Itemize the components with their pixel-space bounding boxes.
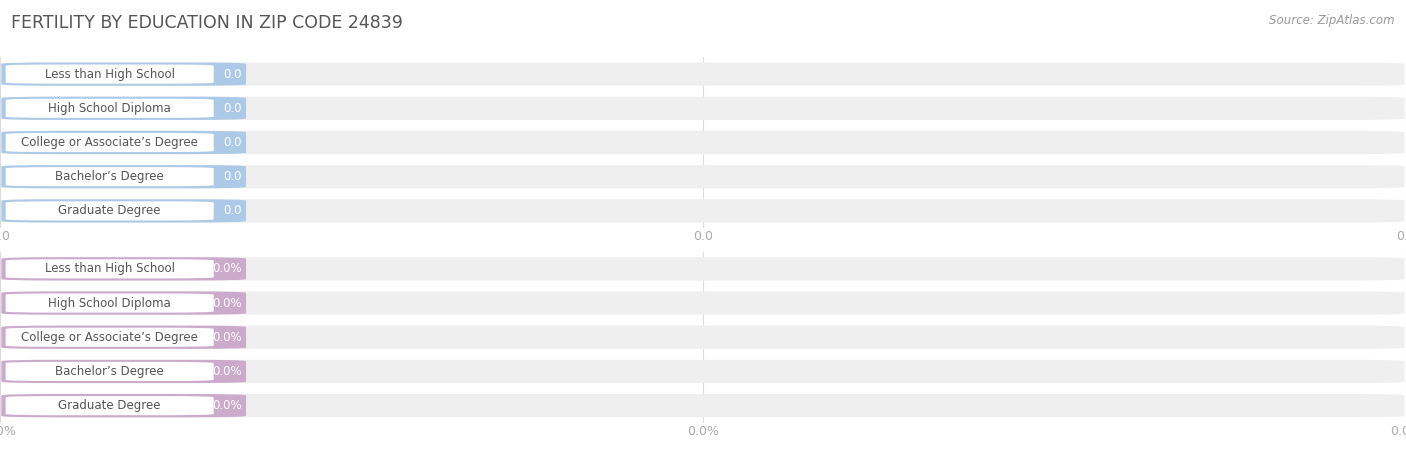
FancyBboxPatch shape [1, 326, 1405, 349]
FancyBboxPatch shape [6, 167, 214, 186]
FancyBboxPatch shape [1, 360, 1405, 383]
Text: Graduate Degree: Graduate Degree [59, 204, 160, 218]
Text: Graduate Degree: Graduate Degree [59, 399, 160, 412]
Text: 0.0: 0.0 [224, 170, 242, 183]
FancyBboxPatch shape [1, 326, 246, 349]
FancyBboxPatch shape [1, 165, 246, 188]
FancyBboxPatch shape [1, 292, 246, 314]
Text: Less than High School: Less than High School [45, 262, 174, 276]
FancyBboxPatch shape [6, 294, 214, 313]
Text: 0.0%: 0.0% [688, 425, 718, 438]
FancyBboxPatch shape [1, 394, 246, 417]
Text: Less than High School: Less than High School [45, 67, 174, 81]
FancyBboxPatch shape [1, 360, 246, 383]
Text: 0.0%: 0.0% [0, 425, 15, 438]
FancyBboxPatch shape [1, 63, 246, 86]
Text: 0.0: 0.0 [224, 67, 242, 81]
Text: 0.0%: 0.0% [1391, 425, 1406, 438]
FancyBboxPatch shape [1, 257, 246, 280]
Text: 0.0: 0.0 [1396, 230, 1406, 243]
Text: 0.0: 0.0 [224, 136, 242, 149]
FancyBboxPatch shape [6, 99, 214, 118]
FancyBboxPatch shape [6, 65, 214, 84]
FancyBboxPatch shape [6, 201, 214, 220]
FancyBboxPatch shape [1, 97, 1405, 120]
FancyBboxPatch shape [6, 328, 214, 347]
Text: High School Diploma: High School Diploma [48, 102, 172, 115]
Text: 0.0: 0.0 [693, 230, 713, 243]
Text: 0.0%: 0.0% [212, 365, 242, 378]
Text: 0.0%: 0.0% [212, 331, 242, 344]
FancyBboxPatch shape [1, 292, 1405, 314]
FancyBboxPatch shape [6, 133, 214, 152]
Text: 0.0: 0.0 [224, 102, 242, 115]
FancyBboxPatch shape [6, 259, 214, 278]
FancyBboxPatch shape [1, 200, 1405, 222]
FancyBboxPatch shape [1, 131, 246, 154]
FancyBboxPatch shape [1, 131, 1405, 154]
Text: Bachelor’s Degree: Bachelor’s Degree [55, 365, 165, 378]
FancyBboxPatch shape [1, 394, 1405, 417]
Text: 0.0: 0.0 [224, 204, 242, 218]
Text: 0.0%: 0.0% [212, 262, 242, 276]
Text: High School Diploma: High School Diploma [48, 296, 172, 310]
Text: College or Associate’s Degree: College or Associate’s Degree [21, 136, 198, 149]
FancyBboxPatch shape [1, 63, 1405, 86]
FancyBboxPatch shape [6, 362, 214, 381]
FancyBboxPatch shape [6, 396, 214, 415]
Text: 0.0%: 0.0% [212, 296, 242, 310]
Text: College or Associate’s Degree: College or Associate’s Degree [21, 331, 198, 344]
Text: Source: ZipAtlas.com: Source: ZipAtlas.com [1270, 14, 1395, 27]
FancyBboxPatch shape [1, 257, 1405, 280]
FancyBboxPatch shape [1, 97, 246, 120]
FancyBboxPatch shape [1, 165, 1405, 188]
Text: FERTILITY BY EDUCATION IN ZIP CODE 24839: FERTILITY BY EDUCATION IN ZIP CODE 24839 [11, 14, 404, 32]
Text: 0.0%: 0.0% [212, 399, 242, 412]
Text: 0.0: 0.0 [0, 230, 10, 243]
Text: Bachelor’s Degree: Bachelor’s Degree [55, 170, 165, 183]
FancyBboxPatch shape [1, 200, 246, 222]
